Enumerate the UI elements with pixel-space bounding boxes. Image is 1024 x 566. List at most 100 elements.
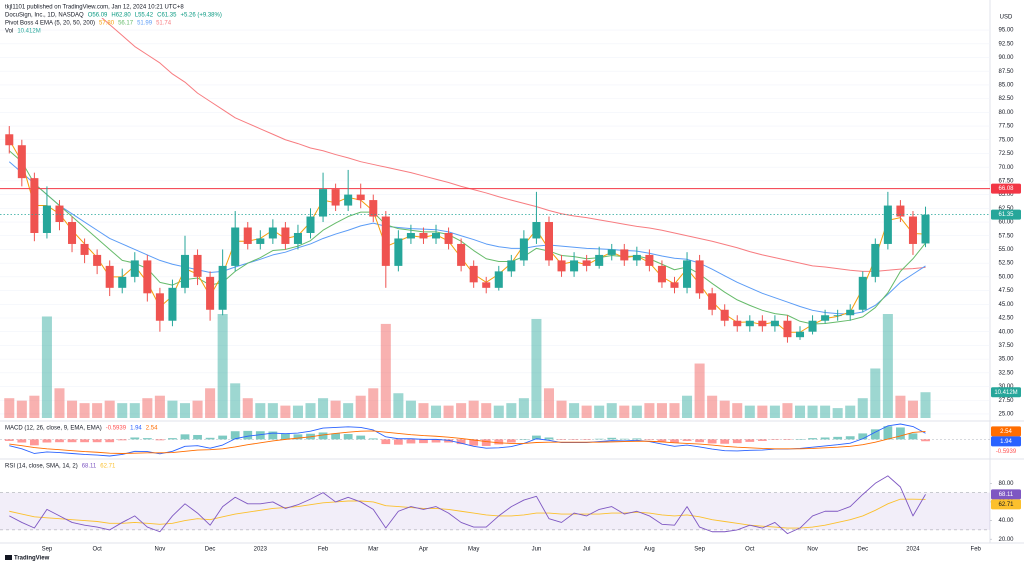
y-tick-label: 30.00 [998, 384, 1014, 390]
macd-histogram-bar [55, 439, 64, 443]
macd-histogram-bar [795, 439, 805, 440]
macd-histogram-bar [268, 431, 278, 440]
macd-histogram-bar [193, 434, 202, 440]
candle-body [293, 232, 302, 244]
y-tick-label: 47.50 [998, 288, 1014, 294]
candle-body [595, 254, 604, 266]
macd-histogram-bar [393, 439, 403, 445]
macd-histogram-bar [506, 439, 516, 443]
macd-histogram-bar [406, 439, 416, 444]
rsi-line [9, 475, 926, 535]
candle-body [17, 145, 26, 179]
volume-bar [506, 403, 517, 418]
volume-bar [217, 314, 228, 418]
volume-bar [832, 408, 843, 418]
ema-value: 56.17 [118, 21, 134, 27]
candle-body [532, 222, 541, 239]
volume-bar [631, 405, 642, 418]
macd-histogram-bar [544, 437, 554, 440]
volume-bar [380, 323, 391, 418]
volume-bar [531, 318, 542, 418]
volume-bar [430, 405, 442, 418]
rsi-pane [0, 475, 990, 535]
rsi-title: RSI (14, close, SMA, 14, 2) [5, 464, 78, 470]
symbol-title: DocuSign, Inc., 1D, NASDAQ [5, 13, 84, 19]
candle-body [444, 232, 453, 244]
candle-body [406, 232, 415, 239]
volume-bar [267, 403, 278, 418]
volume-bar [656, 403, 667, 418]
x-tick-label: Sep [694, 547, 705, 553]
macd-histogram-bar [67, 439, 77, 443]
last-price-label-box [991, 209, 1021, 220]
volume-bar [305, 403, 316, 418]
volume-bar [707, 395, 718, 418]
candle-body [795, 331, 805, 338]
candle-body [331, 189, 340, 206]
macd-histogram-bar [632, 438, 642, 440]
volume-bar [493, 405, 504, 418]
candle-body [582, 260, 591, 266]
macd-histogram-bar [130, 437, 140, 440]
volume-bar [179, 403, 191, 418]
candle-body [394, 238, 403, 266]
candle-body [118, 276, 127, 288]
volume-bar [518, 398, 529, 418]
ema-value: 57.80 [99, 21, 115, 27]
volume-bar [669, 403, 680, 418]
volume-bar [54, 388, 65, 418]
y-tick-label: 77.50 [998, 124, 1014, 130]
y-tick-label: 65.00 [998, 192, 1014, 198]
x-tick-label: Jun [532, 547, 542, 553]
ema-line [8, 161, 926, 315]
volume-bar [782, 403, 793, 418]
macd-histogram-bar [117, 439, 127, 441]
y-tick-label: 35.00 [998, 357, 1014, 363]
macd-histogram-bar [833, 436, 843, 440]
volume-bar [895, 395, 906, 418]
logo-mark [5, 555, 12, 560]
candle-body [268, 227, 277, 239]
x-tick-label: Dec [205, 547, 216, 553]
x-tick-label: Sep [42, 547, 53, 553]
volume-bar [644, 403, 655, 418]
y-tick-label: 42.50 [998, 316, 1014, 322]
macd-histogram-bar [368, 438, 378, 440]
macd-histogram-bar [657, 439, 667, 442]
rsi-value-label-box [991, 489, 1021, 500]
macd-histogram-bar [42, 439, 52, 443]
x-tick-label: Aug [644, 547, 655, 553]
volume-bar [543, 388, 555, 418]
indicator-title: Pivot Boss 4 EMA (5, 20, 50, 200) [5, 21, 95, 27]
unit-label: USD [1000, 15, 1013, 21]
macd-value-label: 2.54 [1000, 429, 1012, 435]
y-tick-label: 45.00 [998, 302, 1014, 308]
candle-body [469, 265, 478, 283]
candle-body [494, 271, 503, 288]
candle-body [783, 320, 792, 338]
volume-bar [280, 405, 291, 418]
ema-line [8, 150, 926, 325]
candle-body [645, 254, 654, 266]
macd-value: 2.54 [146, 426, 158, 432]
y-tick-label: 32.50 [998, 370, 1014, 376]
volume-bar [167, 400, 178, 418]
macd-histogram-bar [281, 433, 290, 440]
volume-bar [845, 405, 856, 418]
publisher-line: tkjl1101 published on TradingView.com, J… [5, 5, 184, 11]
candle-body [93, 254, 102, 266]
volume-bar [41, 316, 52, 418]
x-tick-label: Dec [857, 547, 868, 553]
x-tick-label: Oct [92, 547, 102, 553]
y-tick-label: 95.00 [998, 28, 1014, 34]
volume-bar [907, 400, 918, 418]
volume-bar [794, 405, 806, 418]
macd-histogram-bar [808, 438, 817, 440]
candle-body [896, 205, 905, 217]
candle-body [670, 282, 679, 288]
footer-logo: TradingView [5, 555, 50, 562]
macd-histogram-bar [682, 439, 692, 441]
volume-bar [330, 400, 341, 418]
